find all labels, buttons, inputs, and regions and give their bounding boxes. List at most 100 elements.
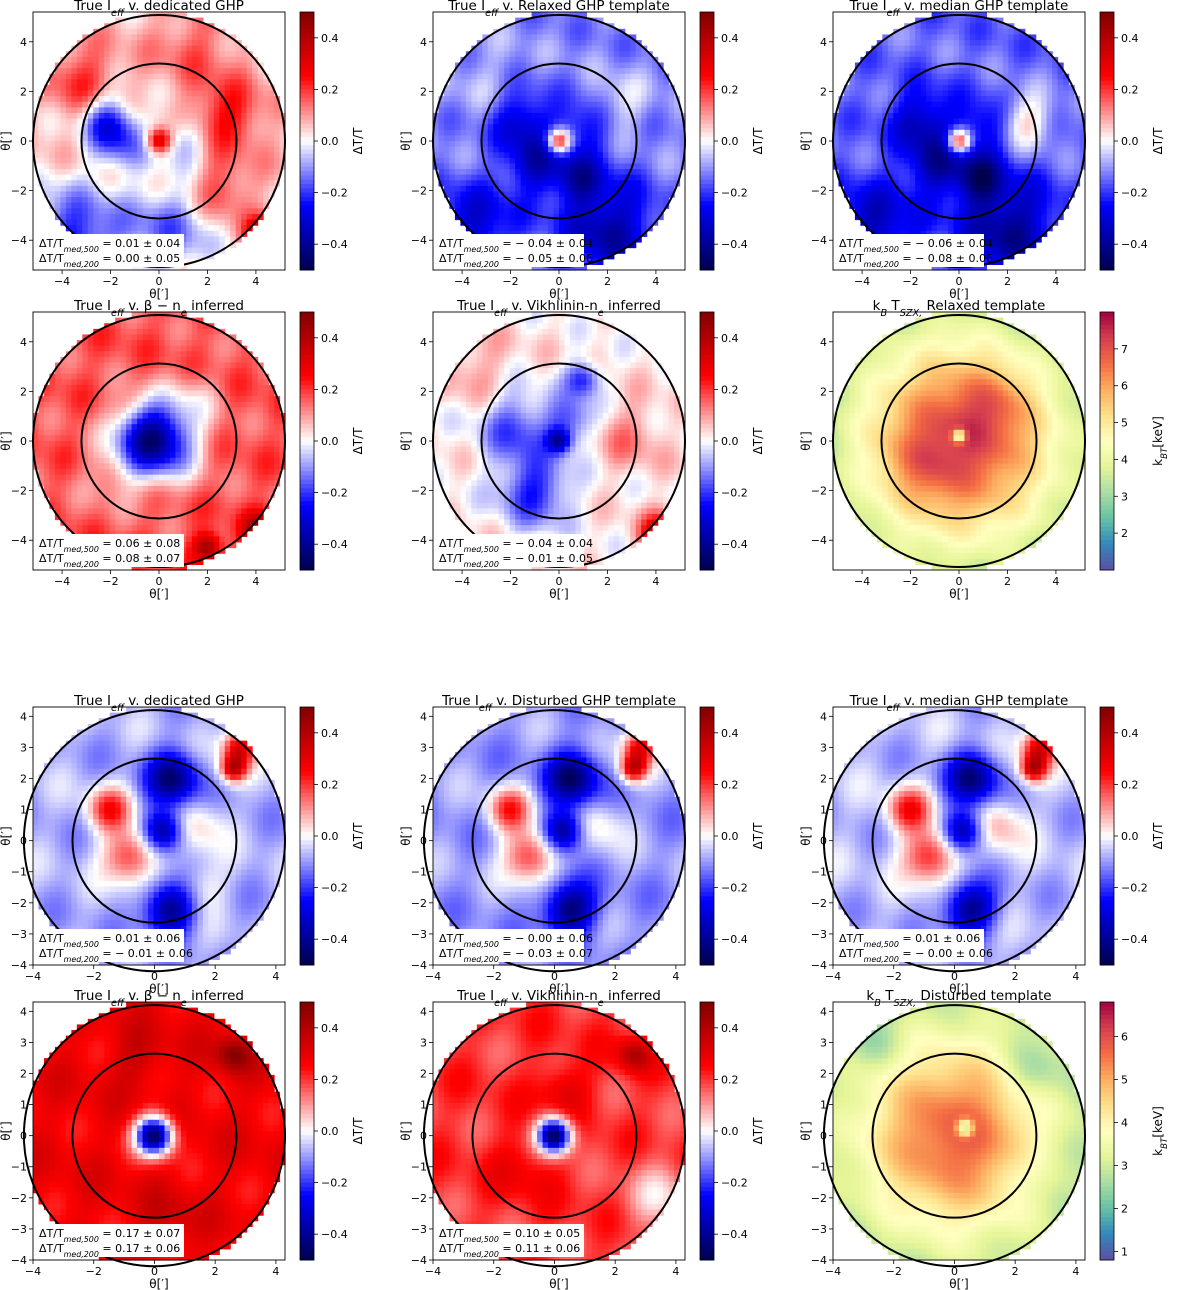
heatmap-cell [1030, 102, 1036, 108]
y-tick-label: −2 [411, 185, 427, 198]
heatmap-cell [181, 107, 187, 113]
heatmap-cell [614, 141, 620, 147]
heatmap-cell [921, 119, 927, 125]
heatmap-cell [132, 85, 138, 91]
heatmap-cell [99, 163, 105, 169]
heatmap-cell [49, 85, 55, 91]
heatmap-cell [208, 220, 214, 226]
heatmap-cell [866, 102, 872, 108]
heatmap-cell [99, 220, 105, 226]
heatmap-cell [236, 175, 242, 181]
heatmap-cell [526, 180, 532, 186]
heatmap-cell [477, 74, 483, 80]
heatmap-cell [997, 102, 1003, 108]
heatmap-cell [126, 191, 132, 197]
heatmap-cell [871, 169, 877, 175]
heatmap-cell [154, 29, 160, 35]
heatmap-cell [943, 186, 949, 192]
heatmap-cell [592, 220, 598, 226]
heatmap-cell [575, 96, 581, 102]
heatmap-cell [175, 130, 181, 136]
heatmap-cell [636, 107, 642, 113]
heatmap-cell [71, 135, 77, 141]
heatmap-cell [1025, 236, 1031, 242]
heatmap-cell [948, 96, 954, 102]
heatmap-cell [964, 40, 970, 46]
heatmap-cell [658, 197, 664, 203]
heatmap-cell [619, 46, 625, 52]
heatmap-cell [482, 175, 488, 181]
heatmap-cell [241, 203, 247, 209]
heatmap-cell [77, 51, 83, 57]
heatmap-cell [132, 130, 138, 136]
heatmap-cell [871, 180, 877, 186]
heatmap-cell [159, 85, 165, 91]
heatmap-cell [543, 130, 549, 136]
heatmap-cell [115, 107, 121, 113]
heatmap-cell [559, 158, 565, 164]
heatmap-cell [137, 46, 143, 52]
heatmap-cell [581, 141, 587, 147]
heatmap-cell [482, 96, 488, 102]
heatmap-cell [899, 130, 905, 136]
heatmap-cell [1008, 158, 1014, 164]
heatmap-cell [71, 68, 77, 74]
heatmap-cell [915, 40, 921, 46]
heatmap-cell [1019, 175, 1025, 181]
heatmap-cell [554, 107, 560, 113]
heatmap-cell [154, 34, 160, 40]
heatmap-cell [647, 169, 653, 175]
heatmap-cell [975, 141, 981, 147]
heatmap-cell [921, 85, 927, 91]
heatmap-cell [115, 220, 121, 226]
heatmap-cell [71, 119, 77, 125]
heatmap-cell [970, 57, 976, 63]
heatmap-cell [630, 175, 636, 181]
heatmap-cell [252, 96, 258, 102]
heatmap-cell [88, 124, 94, 130]
heatmap-cell [263, 175, 269, 181]
heatmap-cell [597, 102, 603, 108]
heatmap-cell [471, 158, 477, 164]
heatmap-cell [137, 107, 143, 113]
heatmap-cell [537, 158, 543, 164]
colorbar-step [300, 141, 314, 146]
heatmap-cell [132, 197, 138, 203]
heatmap-cell [214, 163, 220, 169]
heatmap-cell [860, 191, 866, 197]
heatmap-cell [510, 191, 516, 197]
heatmap-cell [975, 130, 981, 136]
heatmap-cell [948, 163, 954, 169]
colorbar-step [300, 46, 314, 51]
heatmap-cell [77, 46, 83, 52]
heatmap-cell [77, 158, 83, 164]
heatmap-cell [1003, 147, 1009, 153]
heatmap-cell [208, 175, 214, 181]
heatmap-cell [603, 248, 609, 254]
heatmap-cell [844, 107, 850, 113]
colorbar-step [700, 115, 714, 120]
heatmap-cell [466, 147, 472, 153]
heatmap-cell [460, 175, 466, 181]
heatmap-cell [197, 225, 203, 231]
heatmap-cell [137, 85, 143, 91]
heatmap-cell [466, 158, 472, 164]
heatmap-cell [926, 214, 932, 220]
heatmap-cell [570, 208, 576, 214]
x-tick-label: −4 [54, 275, 70, 288]
heatmap-cell [132, 119, 138, 125]
heatmap-cell [247, 147, 253, 153]
heatmap-cell [126, 96, 132, 102]
heatmap-cell [860, 203, 866, 209]
heatmap-cell [258, 158, 264, 164]
heatmap-cell [554, 96, 560, 102]
heatmap-cell [477, 96, 483, 102]
heatmap-cell [66, 102, 72, 108]
heatmap-cell [997, 169, 1003, 175]
heatmap-cell [143, 18, 149, 24]
heatmap-cell [164, 124, 170, 130]
heatmap-cell [937, 220, 943, 226]
heatmap-cell [652, 113, 658, 119]
heatmap-cell [93, 163, 99, 169]
